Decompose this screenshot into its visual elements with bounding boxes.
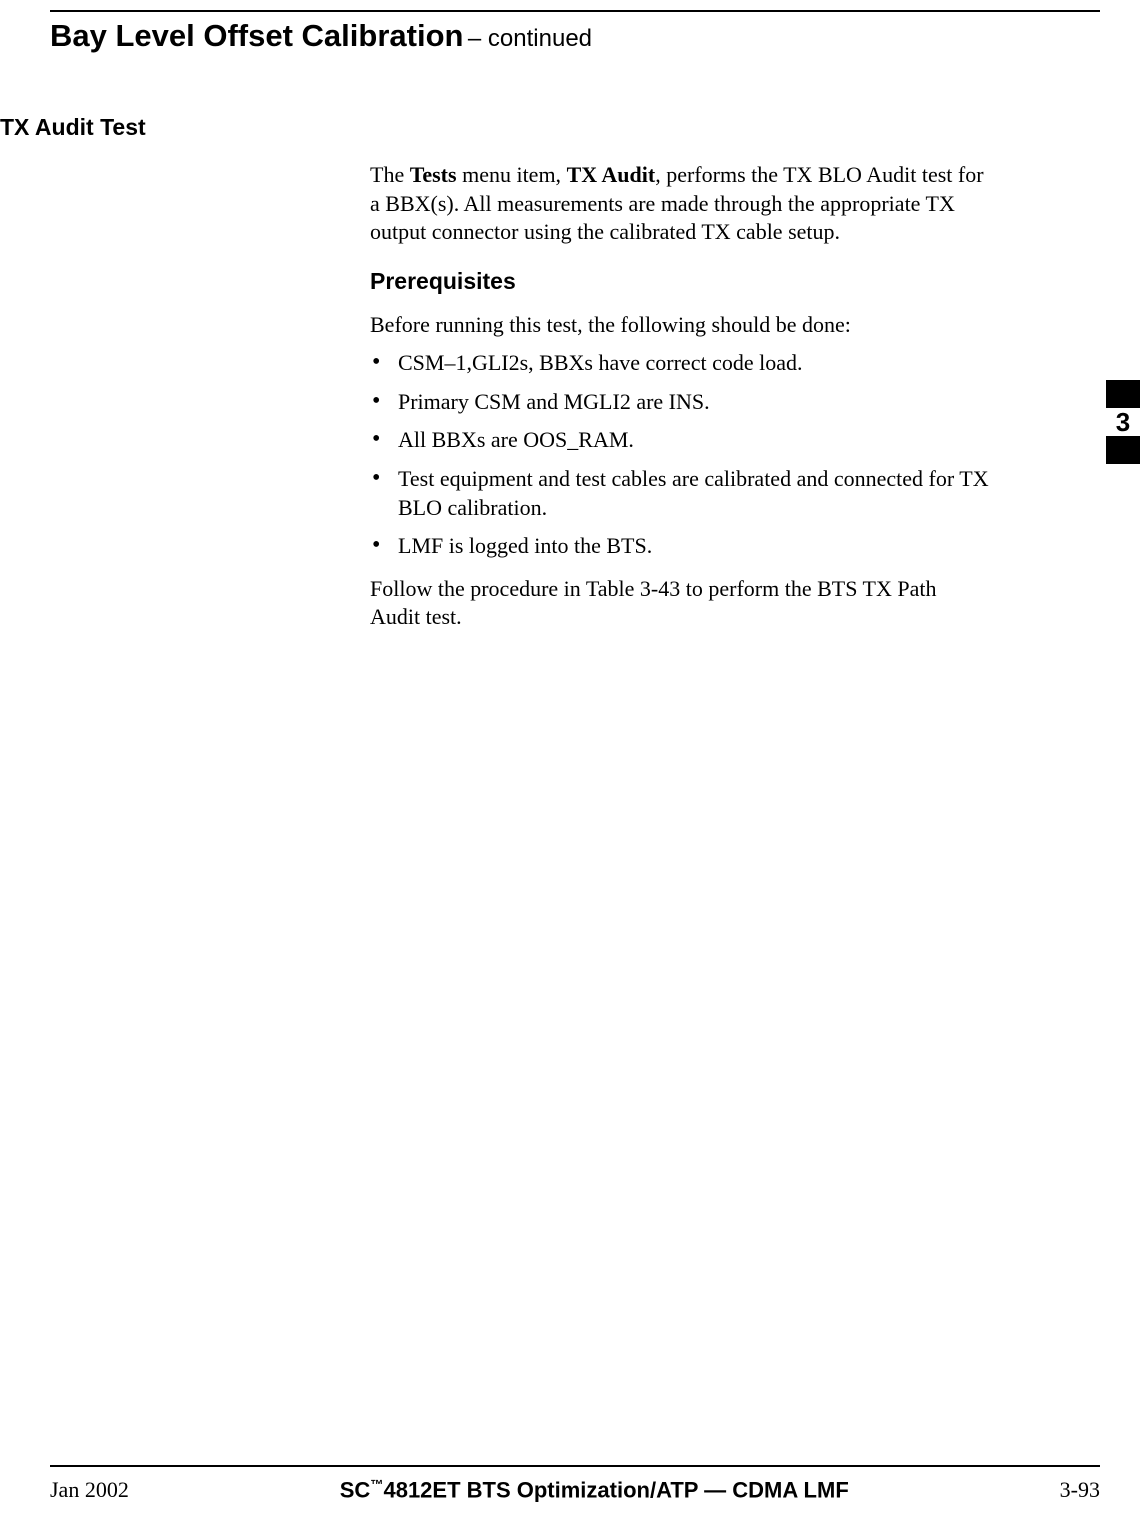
footer-title: SC™4812ET BTS Optimization/ATP — CDMA LM… xyxy=(129,1477,1060,1503)
footer-row: Jan 2002 SC™4812ET BTS Optimization/ATP … xyxy=(50,1477,1100,1503)
list-item: LMF is logged into the BTS. xyxy=(370,532,990,561)
intro-paragraph: The Tests menu item, TX Audit, performs … xyxy=(370,161,990,247)
follow-paragraph: Follow the procedure in Table 3-43 to pe… xyxy=(370,575,990,632)
list-item: CSM–1,GLI2s, BBXs have correct code load… xyxy=(370,349,990,378)
footer-rule xyxy=(50,1465,1100,1467)
section-heading: TX Audit Test xyxy=(0,114,1100,141)
tab-block-bottom xyxy=(1106,436,1140,464)
footer-center-post: 4812ET BTS Optimization/ATP — CDMA LMF xyxy=(383,1477,848,1502)
tab-block-top xyxy=(1106,380,1140,408)
list-item: Test equipment and test cables are calib… xyxy=(370,465,990,522)
prereq-heading: Prerequisites xyxy=(370,267,990,297)
intro-bold-txaudit: TX Audit xyxy=(567,162,656,187)
chapter-tab: 3 xyxy=(1106,380,1140,464)
header-title: Bay Level Offset Calibration xyxy=(50,18,463,53)
footer-center-pre: SC xyxy=(340,1477,371,1502)
page-footer: Jan 2002 SC™4812ET BTS Optimization/ATP … xyxy=(50,1465,1100,1503)
tab-number: 3 xyxy=(1106,408,1140,436)
intro-bold-tests: Tests xyxy=(410,162,457,187)
prereq-intro: Before running this test, the following … xyxy=(370,311,990,340)
intro-text-pre: The xyxy=(370,162,410,187)
body-area: The Tests menu item, TX Audit, performs … xyxy=(370,161,990,632)
list-item: Primary CSM and MGLI2 are INS. xyxy=(370,388,990,417)
prereq-list: CSM–1,GLI2s, BBXs have correct code load… xyxy=(370,349,990,561)
list-item: All BBXs are OOS_RAM. xyxy=(370,426,990,455)
header-subtitle: – continued xyxy=(468,25,592,52)
intro-text-mid: menu item, xyxy=(457,162,567,187)
trademark-symbol: ™ xyxy=(370,1477,383,1492)
top-rule xyxy=(50,10,1100,12)
footer-date: Jan 2002 xyxy=(50,1477,129,1503)
footer-page-number: 3-93 xyxy=(1060,1477,1100,1503)
page-header: Bay Level Offset Calibration – continued xyxy=(50,18,1100,54)
page: Bay Level Offset Calibration – continued… xyxy=(0,0,1140,1533)
